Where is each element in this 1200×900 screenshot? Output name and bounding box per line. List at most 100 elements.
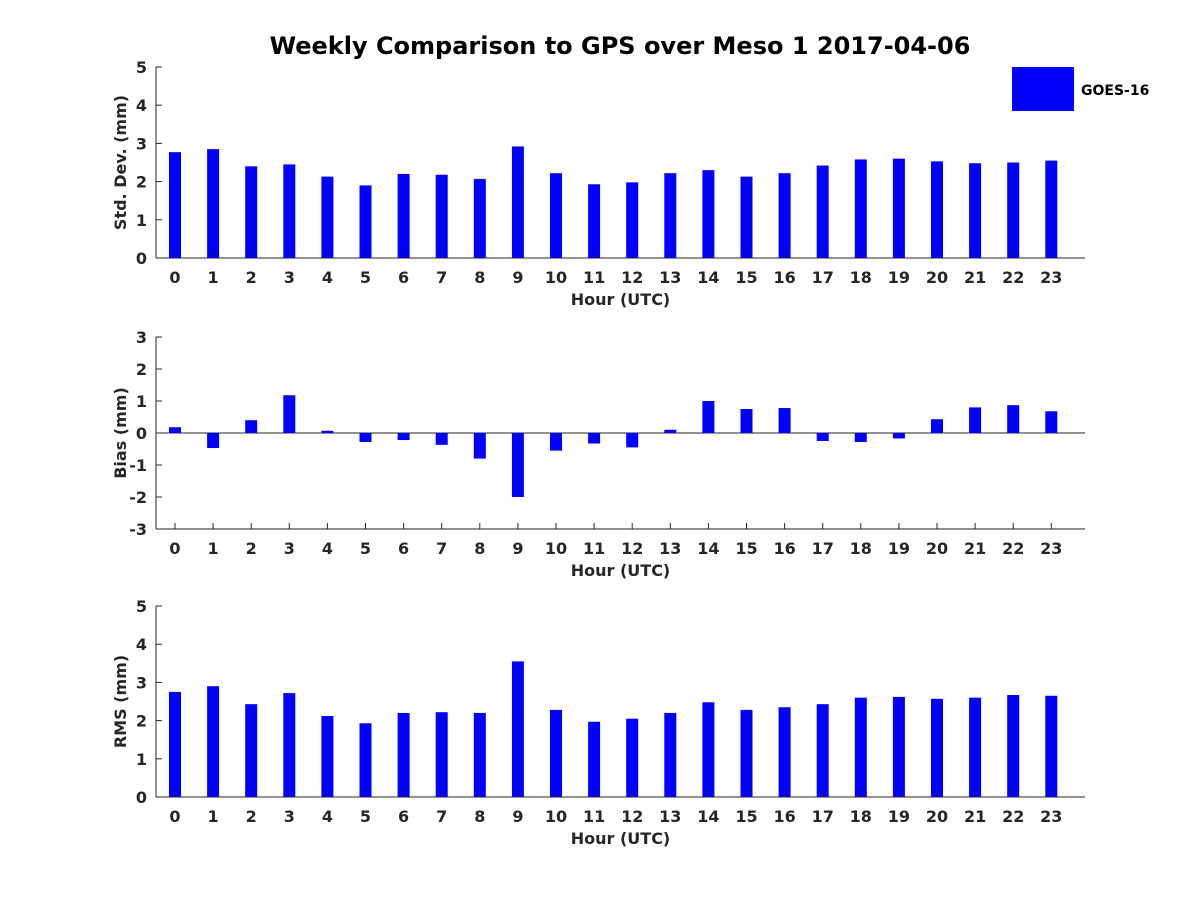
bar-hour-8 <box>473 178 486 258</box>
bar-hour-18 <box>854 159 867 258</box>
x-tick-label: 0 <box>169 807 180 826</box>
bar-hour-13 <box>664 712 677 797</box>
bar-hour-11 <box>588 184 601 258</box>
bar-hour-20 <box>931 419 943 433</box>
bar-hour-22 <box>1007 405 1020 433</box>
bar-hour-23 <box>1045 160 1058 258</box>
x-tick-label: 10 <box>545 268 567 287</box>
x-tick-label: 4 <box>322 268 333 287</box>
bar-hour-2 <box>245 166 258 258</box>
legend: GOES-16 <box>1012 67 1149 111</box>
x-tick-label: 21 <box>964 539 986 558</box>
y-tick-label: 5 <box>136 58 147 77</box>
y-axis-label: Std. Dev. (mm) <box>111 95 130 230</box>
x-tick-label: 0 <box>169 268 180 287</box>
x-tick-label: 16 <box>773 539 795 558</box>
x-axis-label: Hour (UTC) <box>571 829 671 848</box>
x-axis-label: Hour (UTC) <box>571 290 671 309</box>
x-tick-label: 15 <box>735 807 757 826</box>
x-tick-label: 1 <box>208 268 219 287</box>
x-tick-label: 22 <box>1002 268 1024 287</box>
x-tick-label: 19 <box>888 539 910 558</box>
bar-hour-3 <box>283 164 296 258</box>
y-axis-label: RMS (mm) <box>111 655 130 748</box>
bar-hour-4 <box>321 716 334 797</box>
bar-hour-1 <box>207 149 220 258</box>
y-tick-label: 2 <box>136 360 147 379</box>
x-tick-label: 11 <box>583 539 605 558</box>
bar-hour-1 <box>207 686 220 797</box>
bar-hour-0 <box>169 691 181 797</box>
bar-hour-14 <box>702 401 715 433</box>
bar-hour-14 <box>702 702 715 797</box>
bar-hour-3 <box>283 693 296 797</box>
x-tick-label: 6 <box>398 539 409 558</box>
x-tick-label: 7 <box>436 539 447 558</box>
x-tick-label: 5 <box>360 268 371 287</box>
bar-hour-9 <box>511 146 524 258</box>
bar-hour-17 <box>816 433 829 441</box>
bar-hour-22 <box>1007 162 1020 258</box>
x-tick-label: 17 <box>812 539 834 558</box>
bar-hour-10 <box>550 709 562 797</box>
x-tick-label: 19 <box>888 268 910 287</box>
y-tick-label: 4 <box>136 96 147 115</box>
bar-hour-7 <box>435 712 448 797</box>
bar-hour-10 <box>550 173 562 258</box>
bar-hour-21 <box>969 697 982 797</box>
x-tick-label: 15 <box>735 268 757 287</box>
bar-hour-19 <box>892 433 905 439</box>
x-axis-label: Hour (UTC) <box>571 561 671 580</box>
bar-hour-17 <box>816 704 829 797</box>
bar-hour-5 <box>359 185 372 258</box>
x-tick-label: 7 <box>436 268 447 287</box>
bar-hour-11 <box>588 721 601 797</box>
bar-hour-12 <box>626 433 639 448</box>
bar-hour-23 <box>1045 411 1058 433</box>
bar-hour-0 <box>169 152 181 258</box>
x-tick-label: 16 <box>773 807 795 826</box>
x-tick-label: 23 <box>1040 807 1062 826</box>
x-tick-label: 6 <box>398 807 409 826</box>
bar-hour-4 <box>321 430 334 433</box>
x-tick-label: 3 <box>284 807 295 826</box>
bar-hour-5 <box>359 433 372 442</box>
bar-hour-0 <box>169 427 181 433</box>
legend-label-goes-16: GOES-16 <box>1081 83 1149 99</box>
x-tick-label: 5 <box>360 807 371 826</box>
y-tick-label: 3 <box>136 328 147 347</box>
bar-hour-11 <box>588 433 601 444</box>
x-tick-label: 10 <box>545 539 567 558</box>
x-tick-label: 6 <box>398 268 409 287</box>
x-tick-label: 18 <box>850 539 872 558</box>
bar-hour-2 <box>245 420 258 433</box>
x-tick-label: 14 <box>697 268 719 287</box>
bar-hour-15 <box>740 176 753 258</box>
bar-hour-6 <box>397 712 410 797</box>
bar-hour-4 <box>321 176 334 258</box>
bar-hour-21 <box>969 163 982 258</box>
x-tick-label: 13 <box>659 539 681 558</box>
bar-hour-16 <box>778 707 791 797</box>
bar-hour-22 <box>1007 695 1020 797</box>
bar-hour-12 <box>626 182 639 258</box>
x-tick-label: 5 <box>360 539 371 558</box>
y-tick-label: 4 <box>136 635 147 654</box>
x-tick-label: 14 <box>697 539 719 558</box>
x-tick-label: 22 <box>1002 807 1024 826</box>
y-tick-label: 5 <box>136 597 147 616</box>
x-tick-label: 8 <box>474 268 485 287</box>
x-tick-label: 23 <box>1040 268 1062 287</box>
bar-hour-20 <box>931 161 943 258</box>
bar-hour-8 <box>473 712 486 797</box>
x-tick-label: 19 <box>888 807 910 826</box>
x-tick-label: 7 <box>436 807 447 826</box>
bar-hour-17 <box>816 165 829 258</box>
bar-hour-15 <box>740 709 753 797</box>
x-tick-label: 1 <box>208 807 219 826</box>
x-tick-label: 10 <box>545 807 567 826</box>
x-tick-label: 20 <box>926 268 948 287</box>
